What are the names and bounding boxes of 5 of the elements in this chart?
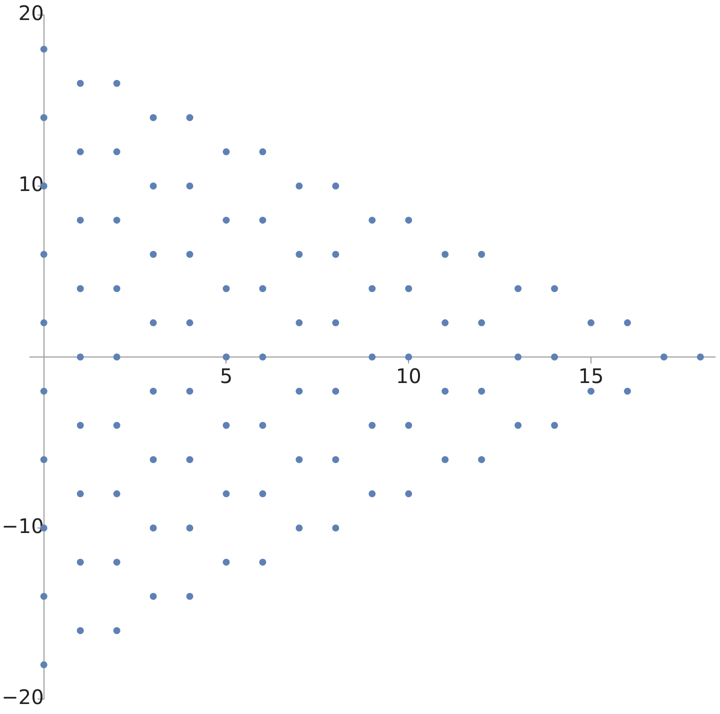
y-tick-label: 20 [18, 1, 44, 26]
x-tick-label: 15 [578, 364, 604, 388]
y-tick-label: −20 [2, 685, 44, 710]
x-tick-label: 10 [396, 364, 422, 388]
x-tick-label: 5 [220, 364, 233, 388]
